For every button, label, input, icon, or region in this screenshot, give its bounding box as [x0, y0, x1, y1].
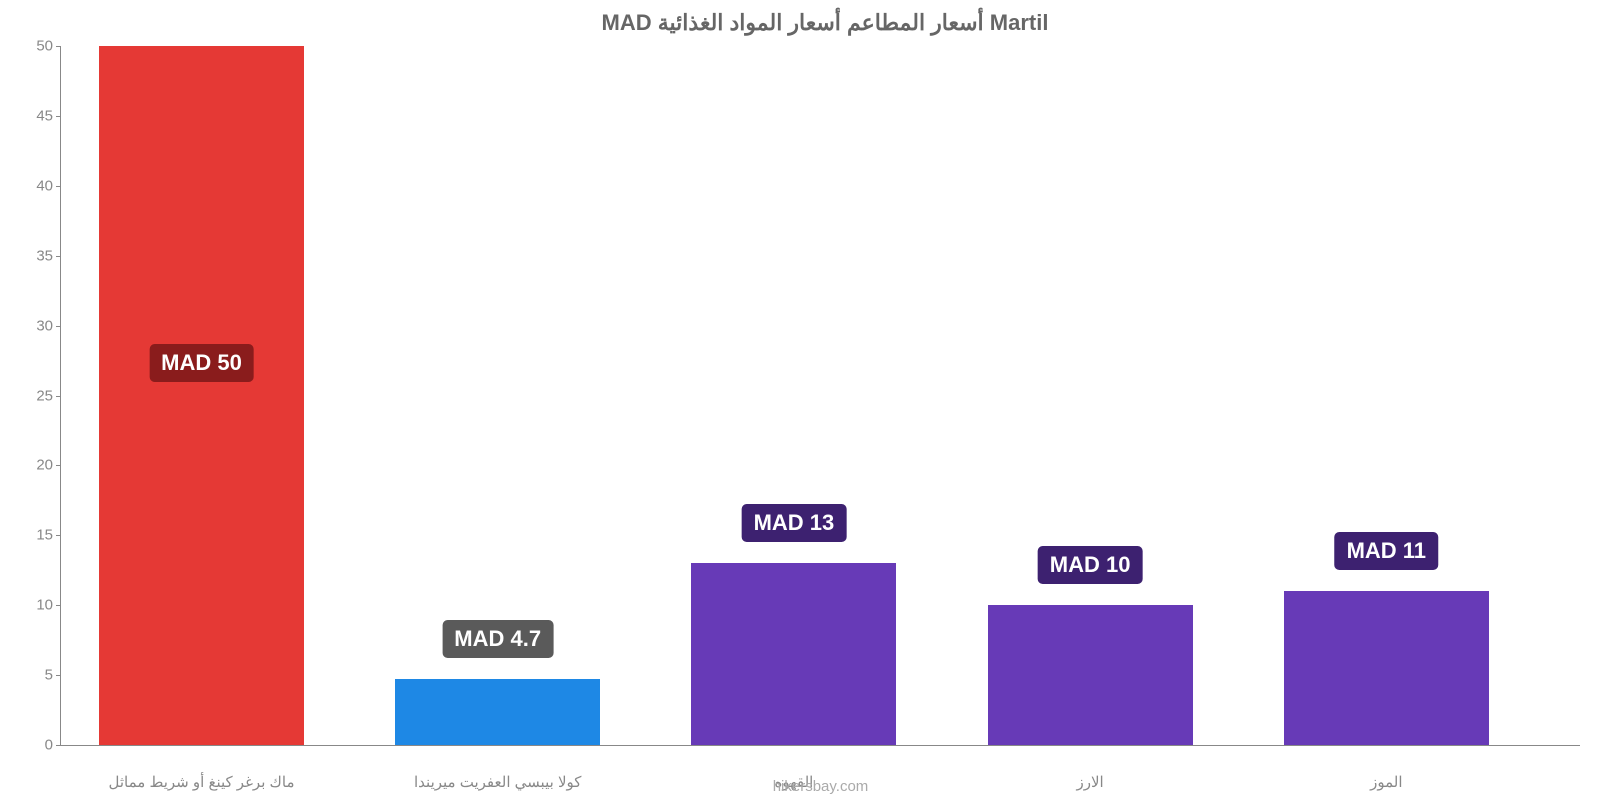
y-tick-mark	[56, 46, 61, 47]
y-axis: 05101520253035404550	[11, 46, 61, 745]
plot-area: 05101520253035404550 MAD 50MAD 4.7MAD 13…	[60, 46, 1580, 746]
y-tick-label: 10	[36, 597, 53, 614]
y-tick-label: 25	[36, 387, 53, 404]
y-tick-mark	[56, 465, 61, 466]
bar	[988, 605, 1193, 745]
bar	[1284, 591, 1489, 745]
x-category-label: ماك برغر كينغ أو شريط مماثل	[108, 773, 294, 791]
y-tick-label: 30	[36, 317, 53, 334]
y-tick-label: 40	[36, 177, 53, 194]
y-tick-label: 5	[45, 667, 53, 684]
x-category-label: كولا بيبسي العفريت ميريندا	[414, 773, 581, 791]
chart-title: MAD أسعار المطاعم أسعار المواد الغذائية …	[60, 10, 1590, 36]
y-tick-mark	[56, 326, 61, 327]
y-tick-label: 45	[36, 107, 53, 124]
bar-value-label: MAD 50	[149, 344, 254, 382]
bar	[395, 679, 600, 745]
watermark: hikersbay.com	[773, 778, 869, 795]
y-tick-mark	[56, 186, 61, 187]
bar-value-label: MAD 11	[1335, 532, 1438, 570]
y-tick-mark	[56, 745, 61, 746]
y-tick-mark	[56, 675, 61, 676]
y-tick-label: 20	[36, 457, 53, 474]
bars-region: MAD 50 MAD 4.7 MAD 13 MAD 10 MAD 11	[61, 46, 1580, 745]
y-tick-mark	[56, 535, 61, 536]
y-tick-label: 0	[45, 737, 53, 754]
chart-container: MAD أسعار المطاعم أسعار المواد الغذائية …	[60, 10, 1590, 790]
y-tick-mark	[56, 605, 61, 606]
bar-value-label: MAD 4.7	[442, 620, 553, 658]
y-tick-mark	[56, 116, 61, 117]
bar	[99, 46, 304, 745]
y-tick-label: 15	[36, 527, 53, 544]
bar	[691, 563, 896, 745]
bar-value-label: MAD 10	[1038, 546, 1143, 584]
y-tick-mark	[56, 396, 61, 397]
y-tick-label: 35	[36, 247, 53, 264]
y-tick-label: 50	[36, 38, 53, 55]
bar-value-label: MAD 13	[742, 504, 847, 542]
x-category-label: الارز	[1077, 773, 1104, 791]
y-tick-mark	[56, 256, 61, 257]
x-category-label: الموز	[1370, 773, 1402, 791]
